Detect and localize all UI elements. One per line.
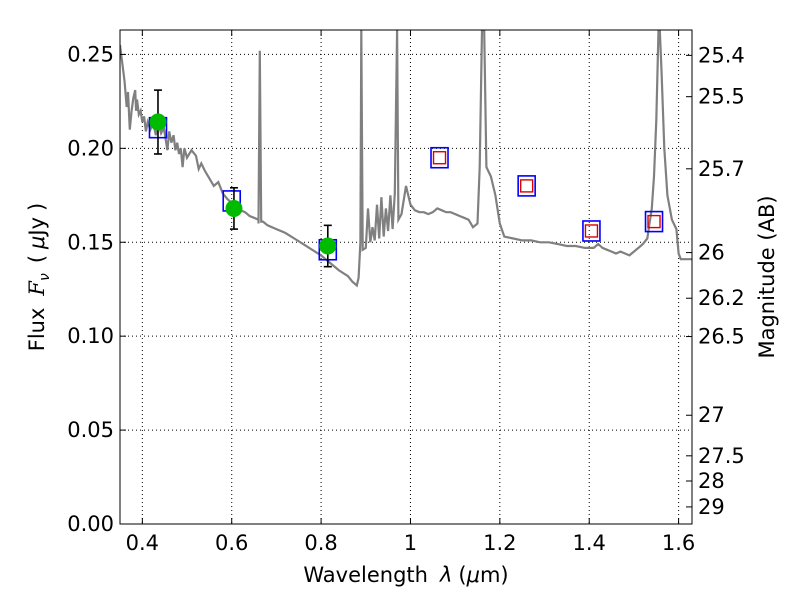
x-axis-title: Wavelength λ (μm) xyxy=(303,563,508,587)
y-tick-label: 0.00 xyxy=(67,512,114,536)
y-tick-label: 0.05 xyxy=(67,418,114,442)
model-square xyxy=(582,220,601,242)
right-tick-label: 28 xyxy=(698,469,725,493)
model-spectrum-line xyxy=(120,30,692,288)
x-tick-label: 0.4 xyxy=(126,531,159,555)
x-tick-label: 1.4 xyxy=(573,531,606,555)
model-square xyxy=(644,210,664,233)
observed-point xyxy=(319,237,337,255)
upper-limit-square xyxy=(519,179,534,193)
x-tick-label: 0.6 xyxy=(215,531,248,555)
observed-point xyxy=(225,199,243,217)
plot-frame xyxy=(119,29,693,525)
y-tick-label: 0.10 xyxy=(67,324,114,348)
observed-point xyxy=(149,113,167,131)
upper-limit-square xyxy=(647,214,661,229)
right-tick-label: 26.2 xyxy=(698,286,745,310)
right-tick-label: 25.7 xyxy=(698,157,745,181)
x-tick-label: 1.2 xyxy=(483,531,516,555)
y-tick-label: 0.15 xyxy=(67,230,114,254)
right-tick-label: 26.5 xyxy=(698,325,745,349)
gridlines xyxy=(120,30,692,525)
observed-points xyxy=(149,89,337,268)
y-tick-label: 0.20 xyxy=(67,136,114,160)
y-axis-ticks: 0.00 0.05 0.10 0.15 0.20 0.25 xyxy=(67,42,126,536)
upper-limit-square xyxy=(432,151,447,165)
x-tick-label: 1 xyxy=(404,531,417,555)
x-axis-ticks: 0.4 0.6 0.8 1 1.2 1.4 1.6 xyxy=(126,30,695,555)
right-tick-label: 27 xyxy=(698,403,725,427)
y-axis-title: FluxFν(μJy) xyxy=(25,203,53,351)
right-tick-label: 25.5 xyxy=(698,85,745,109)
model-square xyxy=(517,175,536,197)
model-square xyxy=(430,146,449,169)
right-tick-label: 27.5 xyxy=(698,444,745,468)
right-tick-label: 26 xyxy=(698,241,725,265)
right-tick-label: 29 xyxy=(698,495,725,519)
x-tick-label: 0.8 xyxy=(304,531,337,555)
x-tick-label: 1.6 xyxy=(662,531,695,555)
right-tick-label: 25.4 xyxy=(698,43,745,67)
y-tick-label: 0.25 xyxy=(67,42,114,66)
upper-limit-squares xyxy=(432,151,661,238)
upper-limit-square xyxy=(584,224,599,238)
right-axis-title: Magnitude (AB) xyxy=(755,195,779,358)
